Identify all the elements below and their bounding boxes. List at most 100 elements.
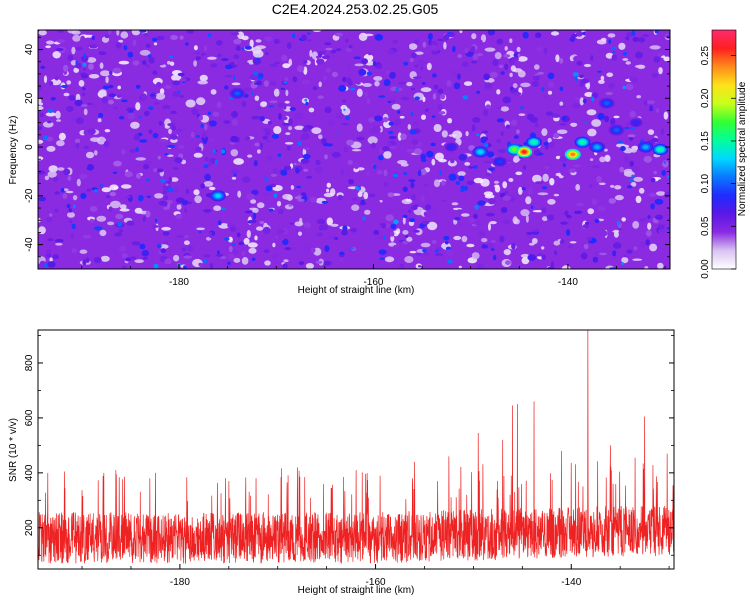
heatmap-cell (547, 266, 555, 269)
heatmap-cell (404, 256, 414, 263)
heatmap-cell (256, 202, 265, 209)
heatmap-cell (252, 212, 257, 220)
heatmap-cell (663, 111, 669, 120)
heatmap-cell (138, 194, 144, 202)
heatmap-cell (136, 173, 141, 179)
heatmap-cell (502, 181, 508, 189)
heatmap-cell (259, 142, 263, 150)
heatmap-cell (446, 80, 452, 87)
heatmap-cell (496, 118, 505, 123)
heatmap-cell (655, 214, 663, 220)
heatmap-cell (162, 104, 171, 110)
heatmap-cell (276, 200, 282, 207)
heatmap-cell (385, 214, 394, 222)
heatmap-cell (408, 43, 418, 50)
snr-x-tick-label: -160 (366, 577, 386, 588)
heatmap-cell (91, 35, 96, 41)
heatmap-cell (378, 95, 386, 98)
heatmap-cell (512, 83, 518, 89)
heatmap-cell (454, 217, 461, 221)
heatmap-cell (547, 72, 555, 80)
heatmap-cell (331, 151, 341, 158)
heatmap-cell (586, 109, 597, 116)
heatmap-cell (632, 258, 643, 261)
heatmap-cell (625, 61, 631, 65)
heatmap-cell (653, 170, 657, 175)
heatmap-cell (629, 76, 638, 83)
heatmap-cell (447, 118, 453, 124)
heatmap-cell (399, 115, 405, 119)
heatmap-cell (534, 122, 539, 128)
heatmap-cell (624, 126, 630, 130)
heatmap-cell (164, 85, 172, 89)
heatmap-cell (310, 247, 316, 253)
heatmap-cell (194, 52, 201, 55)
heatmap-cell (348, 179, 354, 185)
heatmap-cell (409, 250, 417, 254)
heatmap-cell (91, 104, 98, 109)
heatmap-cell (403, 172, 408, 175)
heatmap-cell (68, 220, 73, 224)
heatmap-cell (547, 198, 556, 205)
heatmap-cell (599, 156, 606, 163)
heatmap-cell (273, 193, 278, 198)
heatmap-cell (388, 130, 394, 135)
heatmap-cell (203, 209, 212, 213)
heatmap-cell (528, 155, 535, 161)
heatmap-cell (618, 42, 626, 50)
heatmap-cell (243, 87, 253, 92)
heatmap-cell (63, 64, 69, 72)
heatmap-cell (38, 102, 44, 106)
heatmap-cell (286, 42, 292, 49)
heatmap-cell (132, 46, 140, 51)
heatmap-cell (300, 192, 307, 197)
heatmap-cell (238, 241, 244, 246)
heatmap-cell (101, 187, 112, 193)
heatmap-cell (665, 34, 670, 39)
heatmap-cell (351, 149, 362, 152)
heatmap-cell (554, 250, 558, 256)
heatmap-cell (426, 150, 434, 158)
heatmap-cell (605, 52, 614, 59)
heatmap-cell (608, 39, 612, 45)
heatmap-cell (597, 70, 602, 73)
heatmap-cell (173, 254, 180, 262)
heatmap-cell (153, 205, 162, 210)
heatmap-cell (253, 160, 258, 167)
heatmap-cell (109, 71, 113, 75)
colorbar-tick-label: 0.15 (700, 131, 711, 151)
heatmap-hotspot (594, 145, 600, 149)
heatmap-cell (572, 103, 581, 108)
heatmap-cell (639, 241, 646, 248)
heatmap-cell (363, 33, 374, 37)
heatmap-cell (356, 123, 363, 132)
heatmap-cell (488, 167, 495, 171)
heatmap-cell (317, 95, 324, 99)
heatmap-hotspot (511, 147, 517, 152)
heatmap-cell (84, 145, 89, 149)
heatmap-cell (609, 64, 615, 70)
heatmap-cell (79, 249, 88, 254)
snr-x-axis-label: Height of straight line (km) (298, 585, 415, 596)
heatmap-cell (155, 92, 166, 100)
heatmap-cell (295, 228, 299, 233)
heatmap-cell (148, 54, 152, 58)
heatmap-cell (38, 84, 43, 91)
heatmap-cell (266, 155, 273, 162)
heatmap-cell (357, 191, 363, 198)
heatmap-cell (296, 162, 300, 165)
heatmap-cell (406, 192, 411, 200)
heatmap-cell (54, 208, 59, 213)
heatmap-cell (502, 219, 511, 224)
snr-y-axis-label: SNR (10 * v/v) (8, 418, 19, 482)
heatmap-cell (613, 115, 620, 119)
heatmap-cell (536, 46, 542, 52)
heatmap-cell (60, 187, 65, 193)
heatmap-cell (326, 182, 331, 188)
heatmap-cell (416, 59, 426, 66)
heatmap-cell (548, 81, 555, 88)
heatmap-cell (172, 167, 179, 170)
heatmap-cell (312, 86, 318, 90)
heatmap-cell (86, 102, 93, 106)
heatmap-cell (599, 252, 607, 256)
